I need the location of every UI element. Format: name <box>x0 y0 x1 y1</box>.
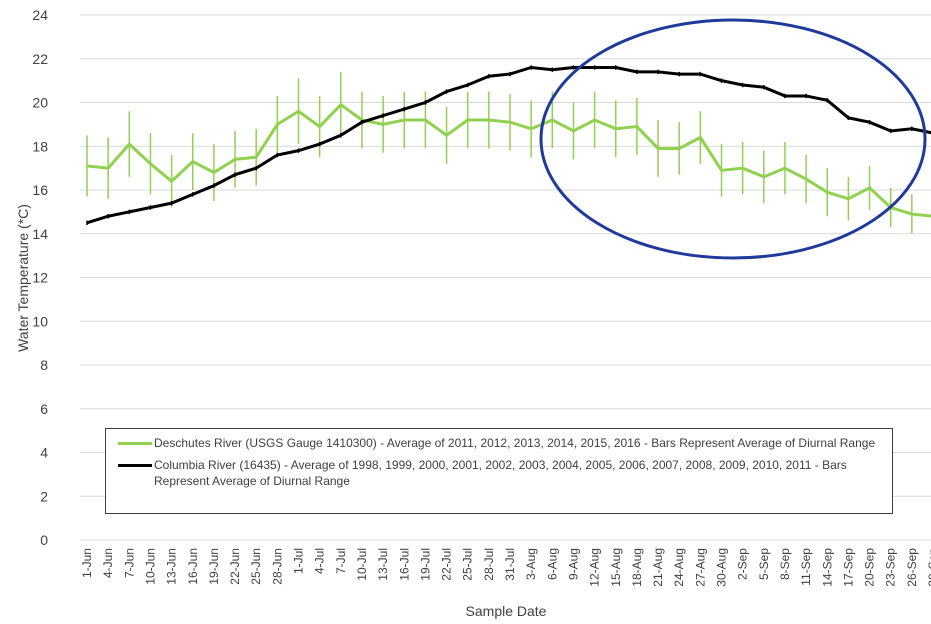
x-tick-label: 3-Aug <box>524 548 538 580</box>
x-tick-label: 4-Jun <box>101 548 115 578</box>
x-tick-label: 24-Aug <box>672 548 686 587</box>
x-tick-label: 16-Jun <box>186 548 200 585</box>
y-tick-label: 14 <box>32 226 48 242</box>
y-tick-label: 2 <box>40 488 48 504</box>
x-axis-label: Sample Date <box>466 603 547 619</box>
x-tick-label: 23-Sep <box>884 548 898 587</box>
x-tick-label: 20-Sep <box>863 548 877 587</box>
x-tick-label: 22-Jun <box>228 548 242 585</box>
x-tick-label: 10-Jul <box>355 548 369 581</box>
x-tick-label: 1-Jul <box>292 548 306 574</box>
legend-entry: Columbia River (16435) - Average of 1998… <box>114 457 884 489</box>
x-tick-label: 7-Jul <box>334 548 348 574</box>
x-tick-label: 22-Jul <box>440 548 454 581</box>
x-tick-label: 14-Sep <box>820 548 834 587</box>
series-line <box>86 65 931 225</box>
x-tick-label: 18-Aug <box>630 548 644 587</box>
x-tick-label: 25-Jul <box>461 548 475 581</box>
y-tick-label: 16 <box>32 182 48 198</box>
x-tick-label: 7-Jun <box>122 548 136 578</box>
x-tick-label: 11-Sep <box>799 548 813 586</box>
y-tick-label: 18 <box>32 138 48 154</box>
x-tick-label: 1-Jun <box>80 548 94 578</box>
legend-entry: Deschutes River (USGS Gauge 1410300) - A… <box>114 435 884 451</box>
y-tick-label: 4 <box>40 445 48 461</box>
x-tick-label: 19-Jun <box>207 548 221 585</box>
x-tick-label: 10-Jun <box>143 548 157 585</box>
y-tick-label: 20 <box>32 95 48 111</box>
y-tick-label: 12 <box>32 270 48 286</box>
y-tick-label: 24 <box>32 7 48 23</box>
y-tick-label: 6 <box>40 401 48 417</box>
x-tick-label: 25-Jun <box>249 548 263 585</box>
legend: Deschutes River (USGS Gauge 1410300) - A… <box>105 428 893 514</box>
y-axis-label: Water Temperature (*C) <box>15 204 31 352</box>
y-tick-label: 10 <box>32 313 48 329</box>
x-tick-label: 13-Jun <box>165 548 179 585</box>
highlight-ellipse <box>539 18 927 260</box>
x-tick-label: 16-Jul <box>397 548 411 581</box>
x-tick-label: 31-Jul <box>503 548 517 581</box>
x-tick-label: 27-Aug <box>693 548 707 587</box>
x-tick-label: 28-Jun <box>270 548 284 585</box>
legend-swatch <box>118 442 152 445</box>
y-tick-label: 0 <box>40 532 48 548</box>
x-tick-label: 5-Sep <box>757 548 771 580</box>
x-tick-label: 29-Sep <box>926 548 931 587</box>
legend-label: Columbia River (16435) - Average of 1998… <box>154 458 847 488</box>
x-tick-label: 17-Sep <box>841 548 855 587</box>
legend-swatch <box>118 464 152 467</box>
series-line <box>86 102 931 218</box>
y-tick-label: 22 <box>32 51 48 67</box>
y-tick-label: 8 <box>40 357 48 373</box>
x-tick-label: 4-Jul <box>313 548 327 574</box>
x-tick-label: 26-Sep <box>905 548 919 587</box>
x-tick-label: 12-Aug <box>588 548 602 587</box>
x-tick-label: 21-Aug <box>651 548 665 587</box>
legend-label: Deschutes River (USGS Gauge 1410300) - A… <box>154 436 876 450</box>
x-tick-label: 30-Aug <box>715 548 729 587</box>
x-tick-label: 2-Sep <box>736 548 750 580</box>
x-tick-label: 6-Aug <box>545 548 559 580</box>
x-tick-label: 9-Aug <box>566 548 580 580</box>
x-tick-label: 28-Jul <box>482 548 496 581</box>
x-tick-label: 19-Jul <box>418 548 432 581</box>
x-tick-label: 13-Jul <box>376 548 390 581</box>
x-tick-label: 15-Aug <box>609 548 623 587</box>
x-tick-label: 8-Sep <box>778 548 792 580</box>
